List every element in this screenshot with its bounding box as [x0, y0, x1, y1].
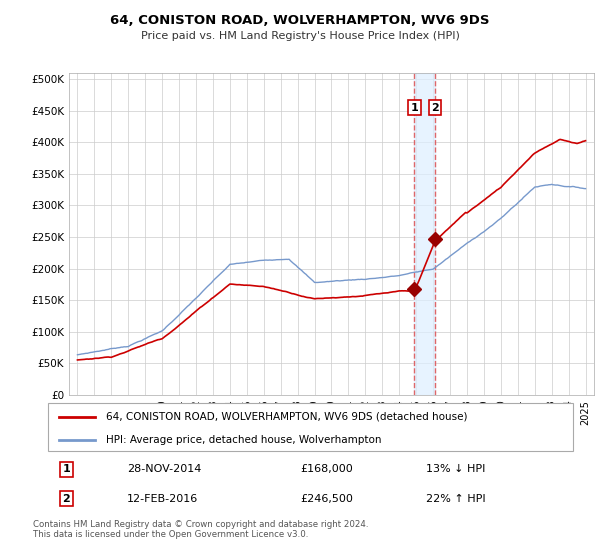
- Bar: [415, 73, 435, 395]
- Text: £246,500: £246,500: [300, 494, 353, 504]
- Text: Price paid vs. HM Land Registry's House Price Index (HPI): Price paid vs. HM Land Registry's House …: [140, 31, 460, 41]
- Text: 64, CONISTON ROAD, WOLVERHAMPTON, WV6 9DS (detached house): 64, CONISTON ROAD, WOLVERHAMPTON, WV6 9D…: [106, 412, 467, 422]
- Text: 1: 1: [62, 464, 70, 474]
- Text: 2: 2: [62, 494, 70, 504]
- Text: 64, CONISTON ROAD, WOLVERHAMPTON, WV6 9DS: 64, CONISTON ROAD, WOLVERHAMPTON, WV6 9D…: [110, 14, 490, 27]
- Text: 28-NOV-2014: 28-NOV-2014: [127, 464, 201, 474]
- Text: 12-FEB-2016: 12-FEB-2016: [127, 494, 198, 504]
- Text: £168,000: £168,000: [300, 464, 353, 474]
- FancyBboxPatch shape: [48, 403, 573, 451]
- Text: 2: 2: [431, 102, 439, 113]
- Text: Contains HM Land Registry data © Crown copyright and database right 2024.
This d: Contains HM Land Registry data © Crown c…: [33, 520, 368, 539]
- Text: HPI: Average price, detached house, Wolverhampton: HPI: Average price, detached house, Wolv…: [106, 435, 381, 445]
- Text: 13% ↓ HPI: 13% ↓ HPI: [426, 464, 485, 474]
- Text: 22% ↑ HPI: 22% ↑ HPI: [426, 494, 485, 504]
- Text: 1: 1: [410, 102, 418, 113]
